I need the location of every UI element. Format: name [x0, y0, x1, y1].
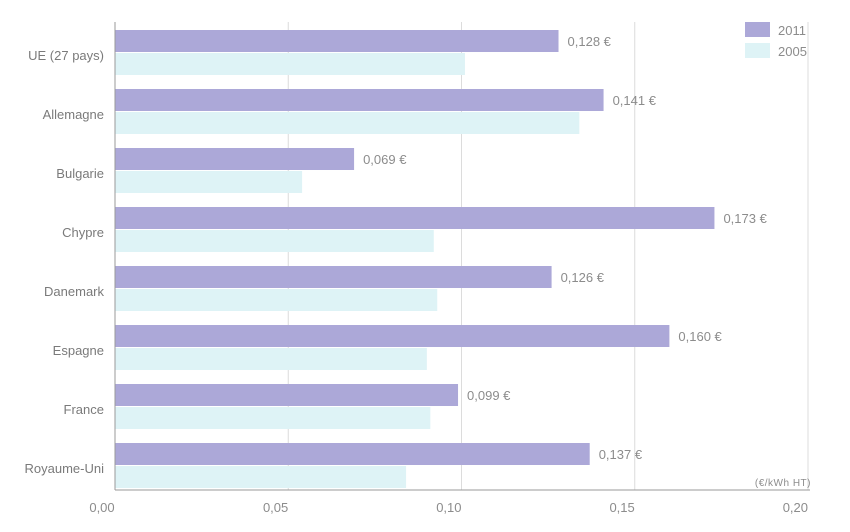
data-labels: 0,128 € 0,141 € 0,069 € 0,173 € 0,126 € 0,160… [363, 34, 768, 462]
x-tick-label: 0,15 [609, 500, 634, 515]
category-label: Chypre [62, 225, 104, 240]
x-tick-label: 0,20 [783, 500, 808, 515]
bar-2005 [115, 348, 427, 370]
data-label: 0,126 € [561, 270, 605, 285]
bar-2005 [115, 466, 407, 488]
x-tick-label: 0,05 [263, 500, 288, 515]
axes [114, 22, 810, 491]
bar-2011 [115, 89, 604, 111]
legend-swatch-2005 [745, 43, 770, 58]
bar-2011 [115, 30, 559, 52]
category-label: Danemark [44, 284, 104, 299]
category-labels: UE (27 pays) Allemagne Bulgarie Chypre Danem… [25, 48, 105, 476]
bar-2005 [115, 53, 465, 75]
legend: 2011 2005 [745, 22, 807, 59]
bar-2011 [115, 384, 459, 406]
data-label: 0,099 € [467, 388, 511, 403]
bar-2005 [115, 230, 434, 252]
category-label: Espagne [53, 343, 104, 358]
category-label: Royaume-Uni [25, 461, 105, 476]
bar-2005 [115, 112, 580, 134]
category-label: France [64, 402, 104, 417]
bar-2011 [115, 443, 590, 465]
bar-2005 [115, 171, 303, 193]
bar-2011 [115, 266, 552, 288]
legend-label-2005: 2005 [778, 44, 807, 59]
bar-2011 [115, 148, 355, 170]
x-tick-label: 0,00 [89, 500, 114, 515]
data-label: 0,137 € [599, 447, 643, 462]
bar-2005 [115, 407, 431, 429]
x-tick-label: 0,10 [436, 500, 461, 515]
category-label: UE (27 pays) [28, 48, 104, 63]
legend-swatch-2011 [745, 22, 770, 37]
category-label: Allemagne [43, 107, 104, 122]
category-label: Bulgarie [56, 166, 104, 181]
x-tick-labels: 0,00 0,05 0,10 0,15 0,20 [89, 500, 808, 515]
data-label: 0,069 € [363, 152, 407, 167]
bar-2011 [115, 325, 670, 347]
data-label: 0,128 € [568, 34, 612, 49]
bar-2011 [115, 207, 715, 229]
bar-2005 [115, 289, 438, 311]
data-label: 0,141 € [613, 93, 657, 108]
data-label: 0,173 € [723, 211, 767, 226]
bars [115, 30, 715, 488]
unit-label: (€/kWh HT) [755, 478, 811, 489]
data-label: 0,160 € [678, 329, 722, 344]
legend-label-2011: 2011 [778, 23, 806, 38]
